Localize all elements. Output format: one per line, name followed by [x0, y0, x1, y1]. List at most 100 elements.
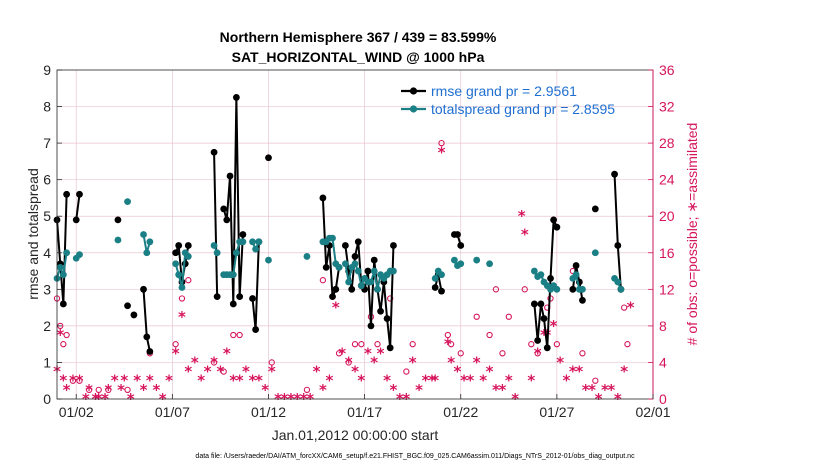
obs-assimilated-point: * [377, 344, 385, 362]
rmse-point [377, 307, 384, 315]
totalspread-point [140, 231, 147, 238]
obs-assimilated-point: * [104, 381, 112, 399]
obs-possible-point [387, 295, 394, 302]
obs-assimilated-point: * [466, 372, 474, 390]
obs-assimilated-point: * [117, 381, 125, 399]
obs-possible-point [528, 341, 535, 348]
obs-possible-point [621, 304, 628, 311]
rmse-point [351, 253, 359, 260]
rmse-point [140, 285, 147, 293]
obs-possible-point [351, 341, 359, 348]
obs-possible-point [534, 350, 541, 357]
totalspread-point [530, 267, 538, 275]
rmse-point [431, 284, 439, 291]
obs-possible-point [592, 377, 599, 384]
y-right-tick-label: 12 [659, 281, 675, 297]
obs-possible-point [335, 350, 343, 357]
obs-possible-point [345, 359, 352, 366]
legend-rmse-marker [409, 87, 418, 95]
rmse-point [249, 295, 256, 302]
obs-possible-point [473, 313, 480, 320]
rmse-line-segment [75, 194, 81, 221]
obs-possible-point [105, 386, 112, 394]
obs-assimilated-point: * [63, 381, 71, 399]
rmse-point [332, 285, 340, 293]
y-axis-left-label: rmse and totalspread [25, 168, 41, 300]
totalspread-point [614, 278, 622, 286]
totalspread-point [184, 253, 192, 260]
totalspread-point [341, 260, 349, 268]
obs-assimilated-point: * [527, 372, 535, 390]
obs-assimilated-point: * [486, 363, 494, 381]
obs-assimilated-point: * [627, 299, 635, 317]
totalspread-point [370, 267, 378, 275]
rmse-point [265, 154, 272, 162]
obs-possible-point [521, 286, 528, 293]
obs-possible-point [409, 341, 416, 348]
obs-assimilated-point: * [249, 372, 257, 390]
totalspread-point [579, 285, 586, 293]
obs-possible-point [403, 368, 410, 375]
obs-assimilated-point: * [338, 344, 346, 362]
obs-assimilated-point: * [178, 308, 186, 326]
obs-possible-point [358, 341, 365, 348]
totalspread-point [374, 285, 381, 293]
obs-possible-point [220, 368, 227, 375]
obs-assimilated-point: * [146, 372, 154, 390]
obs-possible-point [319, 277, 327, 284]
obs-possible-point [499, 350, 506, 357]
rmse-point [547, 274, 554, 282]
totalspread-point [232, 249, 240, 257]
rmse-line-segment [56, 194, 68, 305]
obs-assimilated-point: * [499, 381, 507, 399]
rmse-point [454, 231, 461, 238]
x-tick-label: 01/27 [539, 404, 574, 420]
x-tick-label: 01/07 [155, 404, 190, 420]
totalspread-point [143, 249, 151, 257]
rmse-point [229, 300, 237, 308]
obs-assimilated-point: * [415, 381, 423, 399]
totalspread-point [473, 256, 481, 264]
obs-possible-point [60, 341, 67, 348]
totalspread-point [351, 260, 359, 268]
obs-possible-point [95, 386, 102, 394]
y-left-tick-label: 6 [43, 172, 51, 188]
obs-assimilated-point: * [223, 344, 231, 362]
x-tick-label: 01/22 [443, 404, 478, 420]
rmse-point [591, 205, 599, 213]
obs-assimilated-point: * [172, 344, 180, 362]
rmse-point [114, 216, 122, 224]
obs-assimilated-point: * [479, 372, 487, 390]
rmse-point [457, 242, 465, 249]
totalspread-line-segment [56, 252, 68, 279]
obs-assimilated-point: * [607, 381, 615, 399]
legend-rmse-label: rmse grand pr = 2.9561 [431, 83, 577, 99]
y-left-tick-label: 1 [43, 354, 51, 370]
totalspread-point [345, 278, 353, 286]
obs-possible-point [457, 350, 464, 357]
rmse-point [63, 190, 71, 198]
obs-assimilated-point: * [428, 372, 436, 390]
rmse-point [540, 315, 548, 322]
totalspread-point [175, 271, 183, 279]
obs-possible-point [505, 313, 512, 320]
rmse-point [543, 344, 551, 352]
obs-possible-point [444, 331, 452, 339]
totalspread-point [617, 285, 625, 293]
obs-assimilated-point: * [261, 381, 269, 399]
obs-assimilated-point: * [56, 326, 64, 344]
obs-possible-point [69, 377, 77, 384]
obs-assimilated-point: * [505, 372, 513, 390]
y-right-tick-label: 32 [659, 99, 675, 115]
y-left-tick-label: 2 [43, 318, 51, 334]
obs-assimilated-point: * [370, 353, 378, 371]
totalspread-point [265, 256, 272, 264]
rmse-point [370, 256, 378, 264]
obs-assimilated-point: * [582, 381, 590, 399]
obs-assimilated-point: * [563, 372, 571, 390]
totalspread-point [450, 256, 458, 264]
obs-assimilated-point: * [140, 381, 148, 399]
x-tick-label: 01/17 [347, 404, 382, 420]
rmse-line-segment [213, 152, 219, 297]
